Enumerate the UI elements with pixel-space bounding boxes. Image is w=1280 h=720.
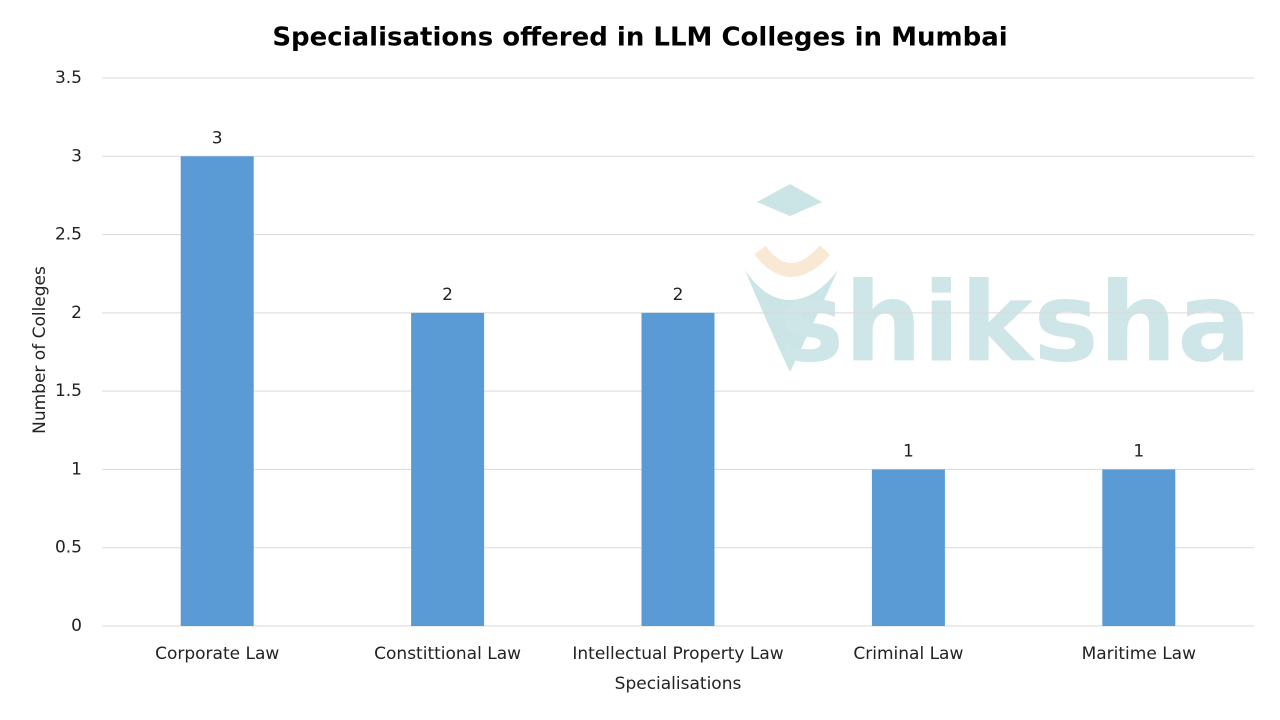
y-tick-label: 2.5 (55, 225, 82, 245)
y-axis-label: Number of Colleges (30, 266, 50, 434)
x-tick-label: Intellectual Property Law (572, 644, 783, 664)
chart-title: Specialisations offered in LLM Colleges … (272, 23, 1007, 53)
y-tick-label: 1 (71, 459, 82, 479)
x-axis-label: Specialisations (615, 674, 742, 694)
x-tick-label: Maritime Law (1082, 644, 1196, 664)
x-tick-label: Criminal Law (853, 644, 963, 664)
x-tick-label: Corporate Law (155, 644, 279, 664)
bar (1102, 469, 1176, 626)
x-tick-label: Constittional Law (374, 644, 521, 664)
y-tick-label: 0 (71, 616, 82, 636)
y-tick-label: 2 (71, 303, 82, 323)
value-label: 2 (673, 285, 684, 305)
watermark-logo (745, 184, 838, 372)
bar (871, 469, 945, 626)
watermark: shiksha (779, 258, 1252, 386)
value-label: 3 (212, 128, 223, 148)
value-label: 2 (442, 285, 453, 305)
y-tick-label: 3 (71, 146, 82, 166)
y-tick-label: 1.5 (55, 381, 82, 401)
value-label: 1 (1133, 441, 1144, 461)
y-tick-label: 3.5 (55, 68, 82, 88)
bar (180, 156, 254, 627)
bar (641, 312, 715, 626)
value-label: 1 (903, 441, 914, 461)
y-tick-label: 0.5 (55, 538, 82, 558)
bar (411, 312, 485, 626)
